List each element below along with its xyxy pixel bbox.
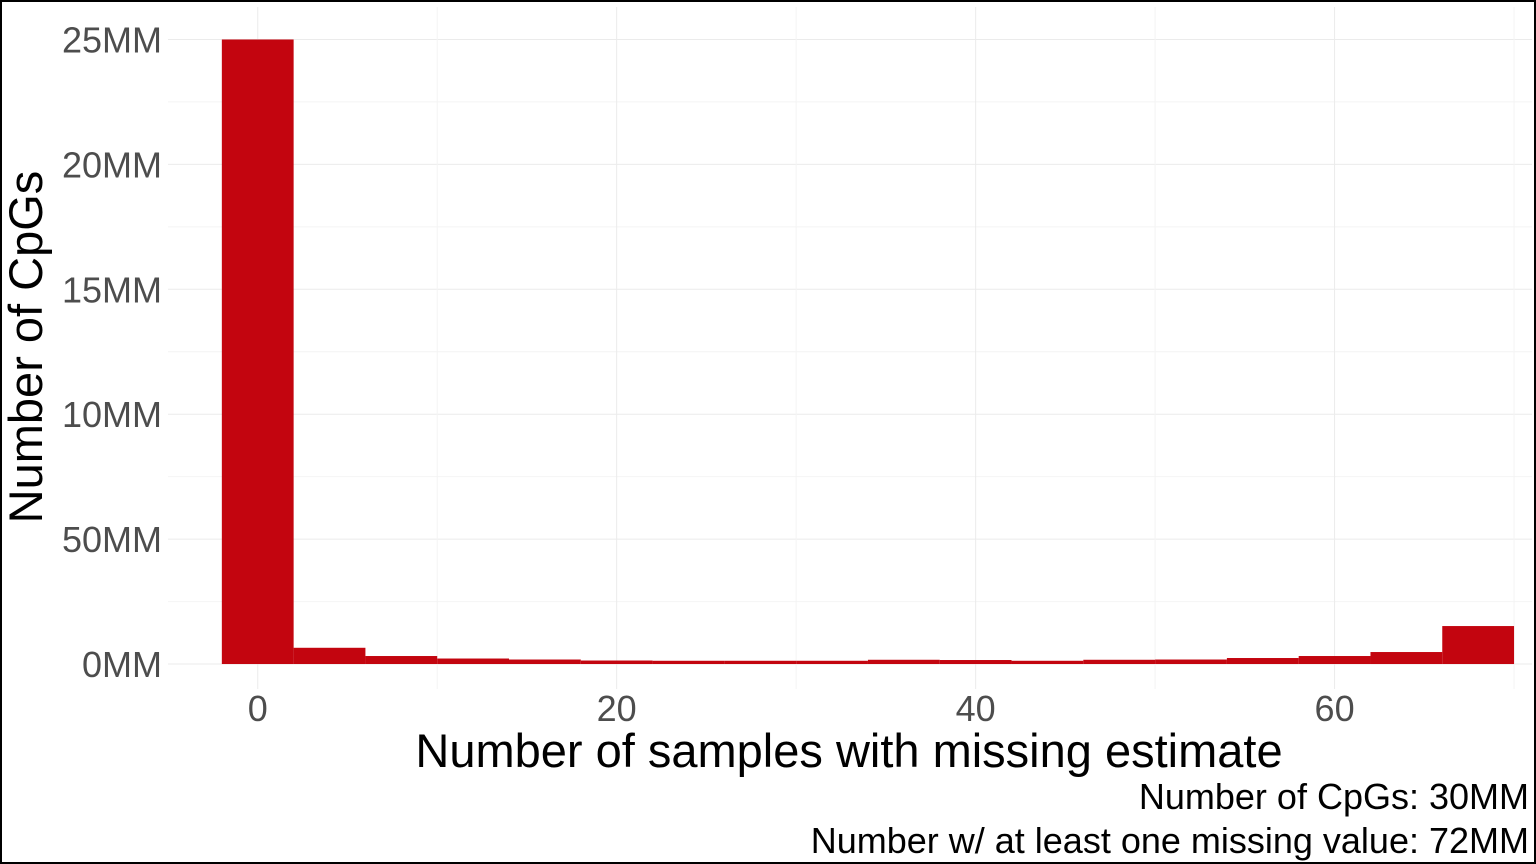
- x-tick-label: 40: [956, 688, 996, 729]
- y-tick-label: 10MM: [62, 394, 162, 435]
- histogram-bar: [652, 660, 725, 665]
- histogram-bar: [580, 660, 653, 665]
- histogram-bar: [509, 659, 581, 665]
- histogram-bars: [221, 39, 1515, 665]
- x-tick-label: 20: [597, 688, 637, 729]
- y-axis-title: Number of CpGs: [2, 171, 52, 524]
- histogram-bar: [437, 658, 509, 665]
- histogram-bar: [1011, 660, 1084, 665]
- grid-lines: [168, 7, 1532, 689]
- y-tick-label: 25MM: [62, 19, 162, 60]
- histogram-bar: [1226, 658, 1299, 665]
- y-tick-label: 15MM: [62, 269, 162, 310]
- histogram-bar: [939, 660, 1012, 665]
- y-tick-label: 0MM: [82, 644, 162, 685]
- histogram-bar: [796, 660, 868, 665]
- histogram-bar: [293, 647, 366, 665]
- y-tick-label: 50MM: [62, 519, 162, 560]
- y-tick-label: 20MM: [62, 144, 162, 185]
- histogram-bar: [1155, 659, 1227, 665]
- caption-missing-count: Number w/ at least one missing value: 72…: [811, 820, 1529, 861]
- histogram-bar: [1083, 659, 1156, 665]
- histogram-bar: [221, 39, 294, 665]
- histogram-bar: [724, 660, 797, 665]
- x-tick-label: 0: [248, 688, 268, 729]
- histogram-bar: [867, 659, 940, 665]
- x-tick-label: 60: [1315, 688, 1355, 729]
- x-axis-title: Number of samples with missing estimate: [415, 724, 1282, 777]
- histogram-bar: [1370, 652, 1443, 665]
- tick-labels: 0MM 50MM 10MM 15MM 20MM 25MM 0 20 40 60: [62, 19, 1355, 729]
- caption-cpg-count: Number of CpGs: 30MM: [1139, 776, 1529, 817]
- histogram-bar: [365, 656, 438, 665]
- histogram-bar: [1442, 626, 1515, 665]
- histogram-bar: [1298, 656, 1371, 665]
